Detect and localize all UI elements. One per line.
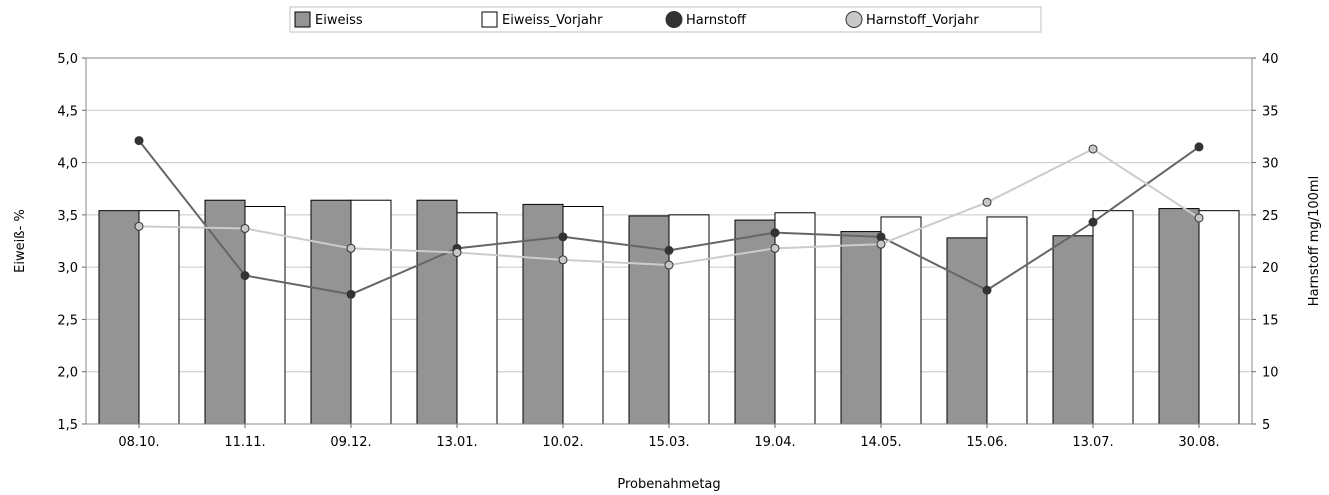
- point-harnstoff: [1088, 217, 1098, 227]
- y-axis-title: Eiweiß- %: [13, 209, 28, 273]
- y-tick-label: 3,5: [57, 209, 78, 224]
- legend-label: Harnstoff: [686, 13, 747, 28]
- x-tick-label: 08.10.: [118, 435, 159, 450]
- point-harnstoff: [770, 228, 780, 238]
- legend-swatch: [845, 11, 863, 28]
- point-harnstoff-vorjahr: [452, 248, 462, 258]
- point-harnstoff: [982, 285, 992, 295]
- y-tick-label: 4,5: [57, 104, 78, 119]
- legend-swatch: [481, 11, 498, 28]
- point-harnstoff: [1194, 142, 1204, 152]
- legend-label: Harnstoff_Vorjahr: [866, 13, 979, 28]
- point-harnstoff-vorjahr: [664, 260, 674, 270]
- x-tick-label: 13.07.: [1072, 435, 1113, 450]
- x-tick-label: 15.03.: [648, 435, 689, 450]
- x-axis-title: Probenahmetag: [617, 477, 720, 492]
- y2-axis-title: Harnstoff mg/100ml: [1307, 176, 1322, 306]
- point-harnstoff-vorjahr: [770, 243, 780, 253]
- x-tick-label: 09.12.: [330, 435, 371, 450]
- bar-eiweiss-vorjahr: [138, 210, 180, 425]
- legend-harnstoff: Harnstoff: [665, 11, 747, 28]
- plot-frame: [85, 57, 1253, 425]
- bar-eiweiss: [946, 237, 988, 425]
- legend: Eiweiss Eiweiss_Vorjahr Harnstoff Harnstoff…: [289, 6, 1042, 33]
- y2-tick-label: 15: [1262, 313, 1279, 328]
- point-harnstoff: [346, 289, 356, 299]
- y2-tick-label: 20: [1262, 261, 1279, 276]
- axes: 1,5 2,0 2,5 3,0 3,5 4,0 4,5 5,0 5 10 15 20 25 30 35 40 0…: [57, 52, 1278, 450]
- bar-eiweiss: [1052, 235, 1094, 425]
- point-harnstoff-vorjahr: [982, 197, 992, 207]
- x-tick-label: 30.08.: [1178, 435, 1219, 450]
- y2-tick-label: 10: [1262, 366, 1279, 381]
- bar-eiweiss: [98, 210, 140, 425]
- bar-eiweiss-vorjahr: [1092, 210, 1134, 425]
- legend-label: Eiweiss_Vorjahr: [502, 13, 603, 28]
- point-harnstoff: [134, 136, 144, 146]
- point-harnstoff: [876, 232, 886, 242]
- lines: [134, 136, 1204, 299]
- legend-harnstoff-vorjahr: Harnstoff_Vorjahr: [845, 11, 979, 28]
- bar-eiweiss-vorjahr: [880, 216, 922, 425]
- legend-eiweiss-vorjahr: Eiweiss_Vorjahr: [481, 11, 603, 28]
- bar-eiweiss: [840, 231, 882, 425]
- bar-eiweiss-vorjahr: [562, 205, 604, 425]
- bar-eiweiss: [628, 215, 670, 425]
- point-harnstoff-vorjahr: [240, 223, 250, 233]
- legend-eiweiss: Eiweiss: [294, 11, 363, 28]
- y2-tick-label: 30: [1262, 157, 1279, 172]
- legend-swatch: [294, 11, 311, 28]
- x-tick-label: 14.05.: [860, 435, 901, 450]
- x-tick-label: 10.02.: [542, 435, 583, 450]
- y-tick-label: 4,0: [57, 157, 78, 172]
- y-tick-label: 3,0: [57, 261, 78, 276]
- bar-eiweiss-vorjahr: [774, 212, 816, 425]
- y-tick-label: 2,5: [57, 313, 78, 328]
- bar-eiweiss-vorjahr: [244, 205, 286, 425]
- point-harnstoff-vorjahr: [558, 255, 568, 265]
- point-harnstoff-vorjahr: [1194, 213, 1204, 223]
- bar-eiweiss-vorjahr: [1198, 210, 1240, 425]
- point-harnstoff-vorjahr: [346, 243, 356, 253]
- y-tick-label: 1,5: [57, 418, 78, 433]
- y2-tick-label: 40: [1262, 52, 1279, 67]
- y2-tick-label: 25: [1262, 209, 1279, 224]
- point-harnstoff-vorjahr: [876, 239, 886, 249]
- x-tick-label: 11.11.: [224, 435, 265, 450]
- point-harnstoff-vorjahr: [134, 221, 144, 231]
- point-harnstoff: [558, 232, 568, 242]
- y-tick-label: 5,0: [57, 52, 78, 67]
- bar-eiweiss: [310, 199, 352, 425]
- legend-label: Eiweiss: [315, 13, 363, 28]
- bar-eiweiss: [1158, 208, 1200, 425]
- x-tick-label: 13.01.: [436, 435, 477, 450]
- x-tick-label: 15.06.: [966, 435, 1007, 450]
- point-harnstoff: [664, 245, 674, 255]
- x-tick-label: 19.04.: [754, 435, 795, 450]
- point-harnstoff-vorjahr: [1088, 144, 1098, 154]
- y2-tick-label: 5: [1262, 418, 1270, 433]
- y-tick-label: 2,0: [57, 366, 78, 381]
- bar-eiweiss: [416, 199, 458, 425]
- bar-eiweiss-vorjahr: [350, 199, 392, 425]
- bar-eiweiss-vorjahr: [986, 216, 1028, 425]
- y2-tick-label: 35: [1262, 104, 1279, 119]
- point-harnstoff: [240, 271, 250, 281]
- legend-swatch: [665, 11, 683, 28]
